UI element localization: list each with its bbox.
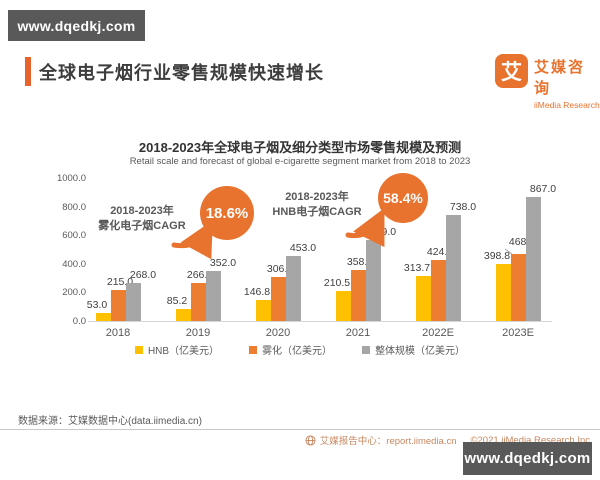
x-category-label: 2018	[105, 327, 131, 339]
bar-value-label: 85.2	[166, 294, 188, 307]
bar-2022E-雾化（亿美元）	[430, 260, 446, 321]
chart-legend: HNB（亿美元） 雾化（亿美元） 整体规模（亿美元）	[0, 342, 600, 357]
bar-value-label: 569.0	[369, 225, 397, 238]
cagr-annotation-hnb: 2018-2023年 HNB电子烟CAGR	[262, 190, 372, 220]
title-accent-bar	[25, 57, 31, 86]
iimedia-logo: 艾 艾媒咨询 iiMedia Research	[495, 54, 600, 110]
x-category-label: 2020	[265, 327, 291, 339]
legend-label: 雾化（亿美元）	[262, 346, 333, 357]
bar-2020-HNB（亿美元）	[255, 300, 271, 321]
y-tick-label: 400.0	[62, 258, 86, 270]
bar-2019-HNB（亿美元）	[175, 308, 191, 321]
y-tick-label: 800.0	[62, 201, 86, 213]
bar-2020-雾化（亿美元）	[270, 277, 286, 321]
bar-value-label: 146.8	[243, 286, 271, 298]
iimedia-logo-text: 艾媒咨询 iiMedia Research	[534, 54, 600, 110]
data-source-note: 数据来源：艾媒数据中心(data.iimedia.cn)	[18, 416, 202, 427]
bar-2022E-HNB（亿美元）	[415, 276, 431, 321]
copyright-text: ©2021 iiMedia Research Inc	[470, 434, 590, 446]
footer-row: 艾媒报告中心：report.iimedia.cn ©2021 iiMedia R…	[305, 433, 590, 447]
globe-icon	[305, 434, 316, 446]
bar-2020-整体规模（亿美元）	[285, 256, 301, 321]
logo-name-en: iiMedia Research	[534, 100, 600, 110]
bar-value-label: 313.7	[403, 262, 431, 275]
x-category-label: 2021	[345, 327, 371, 339]
page-title: 全球电子烟行业零售规模快速增长	[39, 63, 324, 83]
bar-2023E-HNB（亿美元）	[495, 263, 511, 321]
x-category-label: 2019	[185, 327, 211, 339]
bar-value-label: 210.5	[323, 276, 351, 289]
x-category-label: 2022E	[422, 327, 454, 339]
legend-swatch-icon	[362, 345, 371, 354]
y-tick-label: 0.0	[72, 316, 86, 327]
cagr-value-badge-atomization: 18.6%	[200, 186, 254, 240]
report-center-text: 艾媒报告中心：report.iimedia.cn	[319, 436, 457, 447]
x-category-label: 2023E	[502, 327, 534, 339]
legend-swatch-icon	[249, 345, 258, 354]
annotation-line1: 2018-2023年	[285, 191, 349, 203]
bar-value-label: 53.0	[86, 299, 108, 312]
bar-value-label: 453.0	[289, 242, 317, 255]
bar-2018-整体规模（亿美元）	[125, 282, 141, 321]
annotation-line2: HNB电子烟CAGR	[272, 206, 362, 218]
site-url-badge-top[interactable]: www.dqedkj.com	[8, 10, 145, 41]
cagr-value-badge-hnb: 58.4%	[378, 173, 428, 223]
annotation-line1: 2018-2023年	[110, 205, 174, 217]
x-axis-line	[88, 321, 552, 322]
bar-2022E-整体规模（亿美元）	[445, 215, 461, 321]
logo-name-cn: 艾媒咨询	[534, 59, 586, 97]
bar-2023E-雾化（亿美元）	[510, 254, 526, 321]
bar-2019-雾化（亿美元）	[190, 282, 206, 321]
bar-value-label: 398.8	[483, 249, 511, 262]
report-center-link[interactable]: 艾媒报告中心：report.iimedia.cn	[305, 433, 457, 447]
annotation-line2: 雾化电子烟CAGR	[98, 220, 186, 232]
iimedia-logo-icon: 艾	[495, 54, 528, 88]
chart-title: 2018-2023年全球电子烟及细分类型市场零售规模及预测	[138, 140, 462, 155]
bar-value-label: 352.0	[209, 256, 237, 269]
legend-item: HNB（亿美元）	[134, 342, 220, 357]
legend-item: 雾化（亿美元）	[249, 342, 332, 357]
bar-2019-整体规模（亿美元）	[205, 270, 221, 321]
y-tick-label: 1000.0	[56, 173, 86, 184]
bar-value-label: 268.0	[129, 268, 157, 281]
legend-label: HNB（亿美元）	[147, 346, 220, 357]
y-tick-label: 200.0	[62, 287, 86, 299]
bar-2023E-整体规模（亿美元）	[525, 197, 541, 321]
y-tick-label: 600.0	[62, 230, 86, 242]
bar-2021-雾化（亿美元）	[350, 269, 366, 321]
bar-value-label: 738.0	[449, 201, 477, 214]
legend-item: 整体规模（亿美元）	[362, 342, 465, 357]
bar-2021-整体规模（亿美元）	[365, 239, 381, 321]
chart-subtitle: Retail scale and forecast of global e-ci…	[129, 156, 471, 167]
footer-divider	[0, 429, 600, 430]
site-url-badge-bottom[interactable]: www.dqedkj.com	[463, 442, 592, 475]
legend-swatch-icon	[134, 345, 143, 354]
legend-label: 整体规模（亿美元）	[375, 346, 466, 357]
cagr-annotation-atomization: 2018-2023年 雾化电子烟CAGR	[87, 204, 197, 234]
bar-2018-HNB（亿美元）	[95, 313, 111, 321]
bar-2018-雾化（亿美元）	[110, 290, 126, 321]
bar-value-label: 867.0	[529, 183, 557, 196]
bar-2021-HNB（亿美元）	[335, 290, 351, 321]
